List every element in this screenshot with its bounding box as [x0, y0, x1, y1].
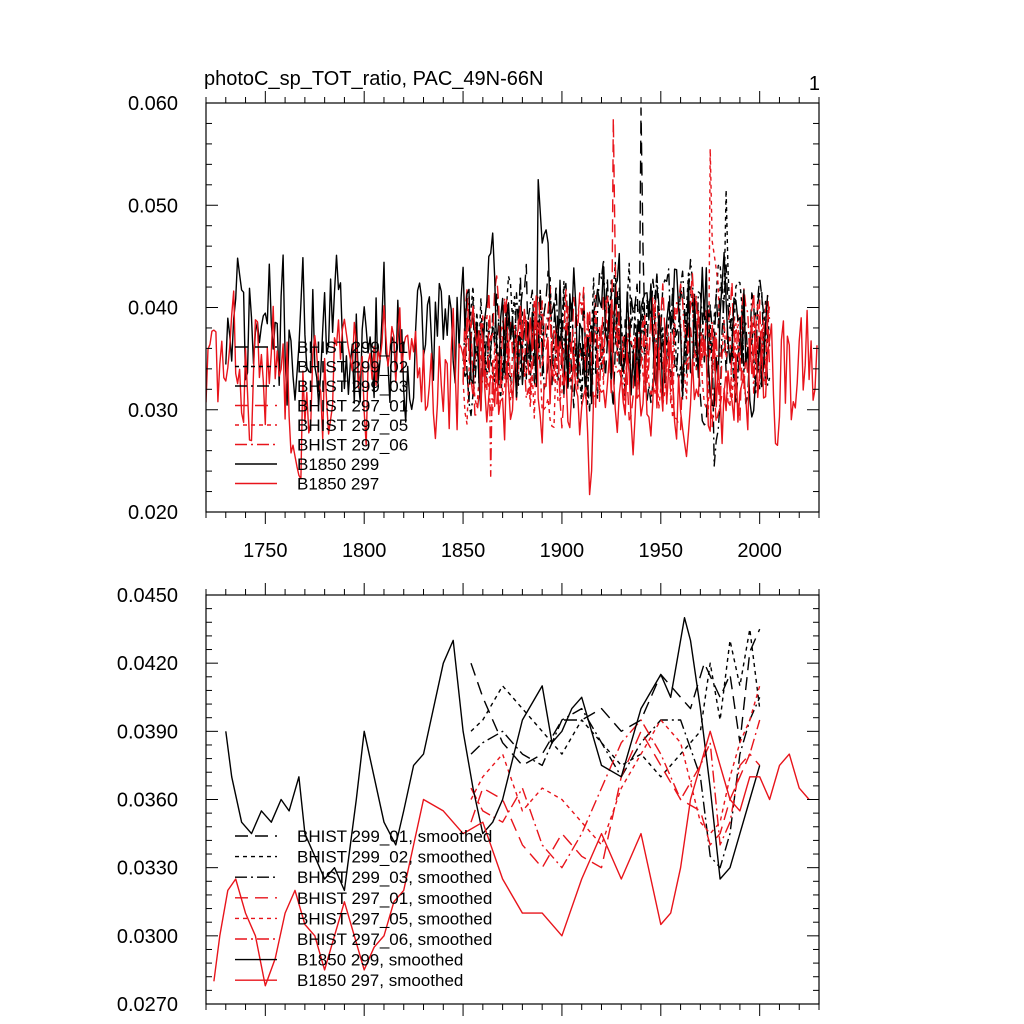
legend-label: BHIST 297_01, smoothed	[297, 889, 492, 908]
y-tick-label: 0.0330	[117, 858, 178, 880]
legend-label: BHIST 299_02, smoothed	[297, 848, 492, 867]
legend-label: BHIST 297_05, smoothed	[297, 909, 492, 928]
legend-label: BHIST 299_03	[297, 377, 408, 396]
series-line-bhist-299-01-smoothed	[470, 628, 761, 767]
y-tick-label: 0.0360	[117, 790, 178, 812]
series-line-b1850-299-smoothed	[225, 617, 761, 892]
top-axes: 1750 1800 1850 1900 1950 2000 0.020 0.030 0.040 0…	[128, 91, 820, 562]
legend-label: BHIST 297_05	[297, 416, 408, 435]
y-tick-label: 0.0300	[117, 926, 178, 948]
bottom-chart-panel: BHIST 299_01, smoothed BHIST 299_02, smoo…	[117, 583, 820, 1016]
series-line-b1850-297	[206, 290, 818, 496]
legend-label: B1850 299, smoothed	[297, 951, 463, 970]
bottom-series-group	[213, 617, 810, 987]
series-line-b1850-299	[225, 179, 769, 423]
page-number: 1	[809, 73, 820, 95]
y-tick-label: 0.060	[128, 93, 178, 115]
legend-label: B1850 297, smoothed	[297, 971, 463, 990]
legend-label: BHIST 299_02	[297, 358, 408, 377]
legend-label: B1850 297	[297, 475, 379, 494]
legend-label: BHIST 297_06, smoothed	[297, 930, 492, 949]
chart-title: photoC_sp_TOT_ratio, PAC_49N-66N	[204, 68, 543, 90]
y-tick-label: 0.0390	[117, 721, 178, 743]
x-tick-label: 1850	[441, 540, 486, 562]
y-tick-label: 0.0450	[117, 585, 178, 607]
y-tick-label: 0.0270	[117, 994, 178, 1016]
series-line-b1850-297-smoothed	[213, 730, 810, 987]
y-tick-label: 0.030	[128, 400, 178, 422]
series-line-bhist-297-01	[462, 117, 771, 431]
legend-label: BHIST 297_01	[297, 397, 408, 416]
series-line-bhist-299-03-smoothed	[470, 697, 761, 869]
legend-label: BHIST 299_01, smoothed	[297, 827, 492, 846]
series-line-bhist-297-06-smoothed	[470, 719, 761, 869]
x-tick-label: 1900	[540, 540, 585, 562]
y-tick-label: 0.040	[128, 298, 178, 320]
x-tick-label: 2000	[737, 540, 782, 562]
bottom-axes: 0.0270 0.0300 0.0330 0.0360 0.0390 0.0420 0.04…	[117, 583, 820, 1016]
y-tick-label: 0.050	[128, 195, 178, 217]
series-line-bhist-297-05-smoothed	[470, 685, 761, 846]
legend-label: BHIST 299_01	[297, 338, 408, 357]
y-tick-label: 0.020	[128, 502, 178, 524]
x-tick-label: 1750	[243, 540, 288, 562]
x-tick-label: 1950	[639, 540, 684, 562]
legend-label: B1850 299	[297, 455, 379, 474]
x-tick-label: 1800	[342, 540, 387, 562]
series-line-bhist-297-05	[462, 148, 771, 428]
legend-label: BHIST 299_03, smoothed	[297, 868, 492, 887]
legend-label: BHIST 297_06	[297, 436, 408, 455]
top-chart-panel: photoC_sp_TOT_ratio, PAC_49N-66N 1 BHIST…	[128, 68, 820, 562]
y-tick-label: 0.0420	[117, 653, 178, 675]
top-series-group	[206, 107, 818, 496]
bottom-legend: BHIST 299_01, smoothed BHIST 299_02, smoo…	[235, 827, 492, 990]
